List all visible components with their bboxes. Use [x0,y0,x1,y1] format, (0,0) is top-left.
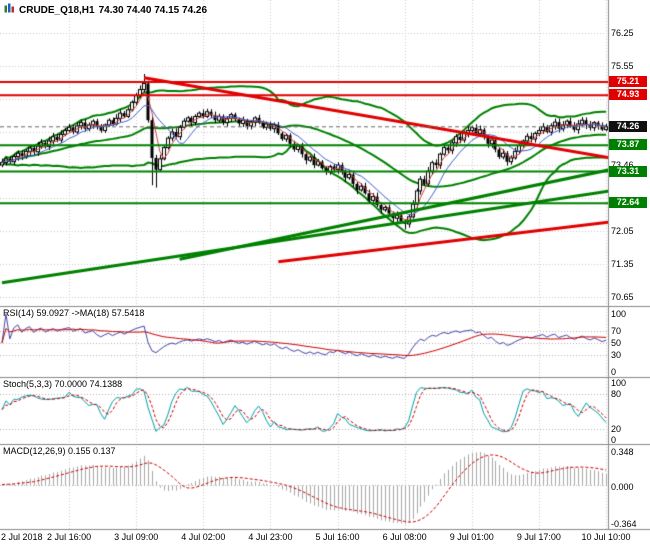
chart-canvas[interactable] [0,0,650,550]
mt4-chart-window: CRUDE_Q18,H1 74.30 74.40 74.15 74.26 RSI… [0,0,650,550]
